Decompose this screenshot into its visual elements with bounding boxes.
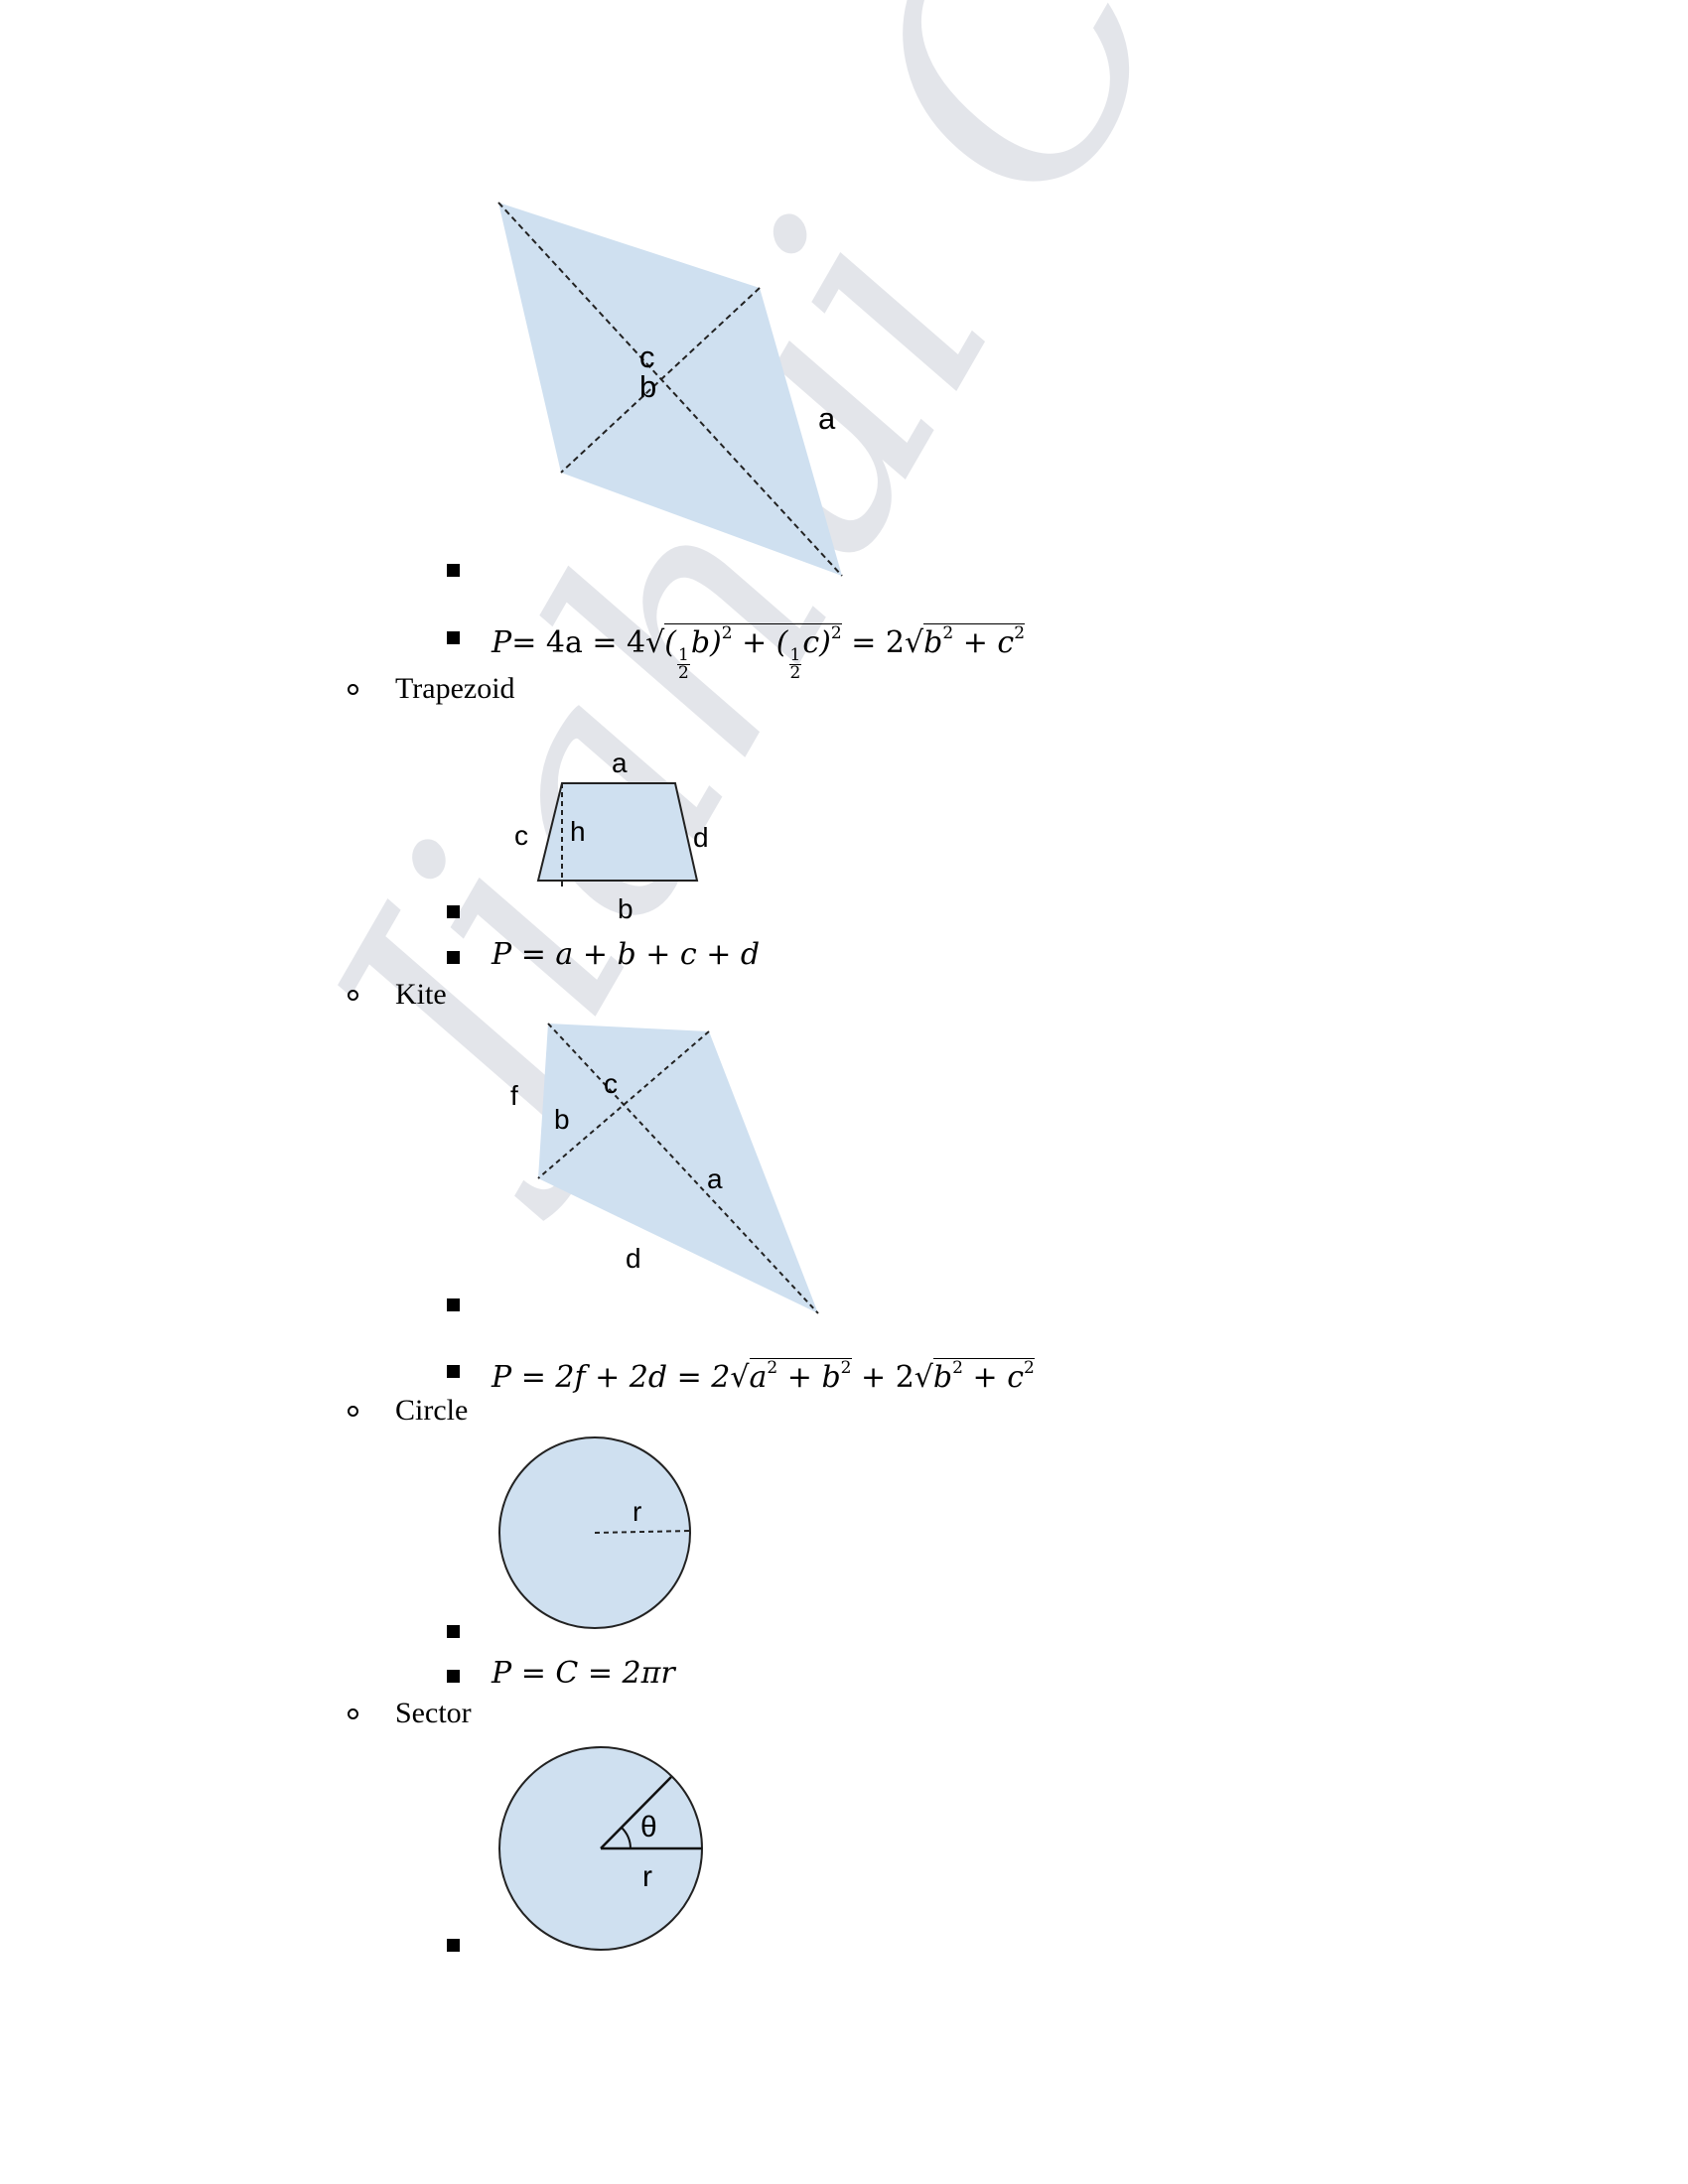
rhombus-label-b: b — [639, 369, 656, 404]
circle-heading: Circle — [395, 1394, 469, 1427]
list-bullet — [447, 1298, 460, 1311]
rhombus-label-a: a — [818, 401, 836, 436]
circle-radius-line — [594, 1530, 691, 1534]
circle-figure: r — [498, 1436, 691, 1629]
list-bullet — [447, 905, 460, 918]
kite-diagonal-long — [547, 1023, 819, 1314]
circle-perimeter-formula: P = C = 2πr — [492, 1656, 675, 1691]
kite-label-a: a — [707, 1163, 723, 1194]
kite-label-f: f — [510, 1080, 518, 1111]
sector-angle-arc — [621, 1827, 632, 1849]
list-bullet-circle — [348, 684, 358, 695]
kite-heading: Kite — [395, 978, 447, 1011]
circle-label-r: r — [633, 1496, 641, 1527]
kite-shape — [538, 1024, 818, 1313]
list-bullet-circle — [348, 1708, 358, 1719]
trapezoid-label-d: d — [693, 822, 709, 853]
rhombus-diagonal-long — [497, 202, 843, 577]
rhombus-perimeter-formula: P= 4a = 4√(1 2 b)2 + (1 2 c)2 = 2√b2 + c2 — [492, 623, 1026, 683]
list-bullet — [447, 1670, 460, 1683]
sector-angle-line — [600, 1776, 672, 1849]
list-bullet — [447, 564, 460, 577]
kite-diagonal-short — [537, 1030, 710, 1179]
rhombus-label-c: c — [639, 340, 655, 374]
list-bullet — [447, 1939, 460, 1952]
list-bullet — [447, 951, 460, 964]
list-bullet — [447, 631, 460, 644]
trapezoid-perimeter-formula: P = a + b + c + d — [492, 937, 761, 972]
kite-figure: f c b a d — [510, 1023, 819, 1314]
kite-perimeter-formula: P = 2f + 2d = 2√a2 + b2 + 2√b2 + c2 — [492, 1358, 1035, 1395]
trapezoid-label-b: b — [618, 893, 633, 924]
trapezoid-label-a: a — [612, 748, 628, 778]
trapezoid-heading: Trapezoid — [395, 672, 515, 705]
sector-figure: θ r — [498, 1746, 703, 1951]
rhombus-diagonal-short — [560, 287, 761, 474]
sector-label-r: r — [642, 1860, 652, 1893]
list-bullet-circle — [348, 1406, 358, 1417]
kite-label-c: c — [604, 1068, 618, 1099]
trapezoid-shape — [536, 782, 699, 882]
sector-label-theta: θ — [640, 1811, 657, 1843]
rhombus-figure: c b a — [497, 202, 843, 577]
list-bullet — [447, 1365, 460, 1378]
kite-label-b: b — [554, 1104, 570, 1135]
trapezoid-figure: a c h d b — [514, 748, 709, 924]
sector-heading: Sector — [395, 1697, 472, 1729]
trapezoid-label-h: h — [570, 816, 586, 847]
kite-label-d: d — [626, 1243, 641, 1274]
list-bullet — [447, 1625, 460, 1638]
list-bullet-circle — [348, 990, 358, 1001]
trapezoid-label-c: c — [514, 820, 528, 851]
